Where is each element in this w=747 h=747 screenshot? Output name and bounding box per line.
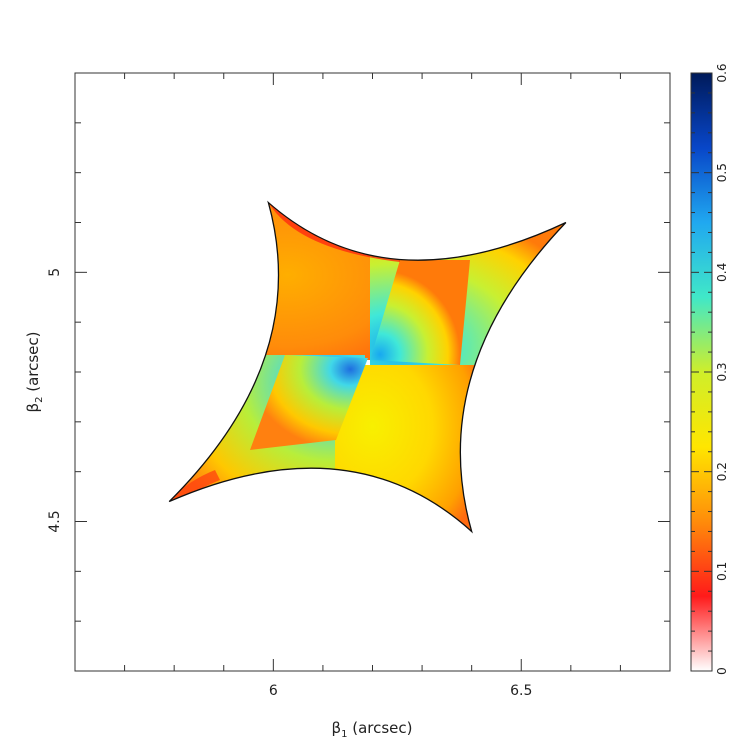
y-tick-label: 4.5 — [47, 510, 63, 532]
y-tick-label: 5 — [47, 268, 63, 277]
colorbar-tick-label: 0.2 — [715, 462, 729, 481]
x-tick-label: 6.5 — [510, 683, 532, 699]
x-axis-title: β1 (arcsec) — [332, 719, 413, 740]
colorbar-tick-label: 0.3 — [715, 362, 729, 381]
colorbar-tick-label: 0.5 — [715, 163, 729, 182]
quadrant-lower-left-patch — [250, 355, 368, 450]
colorbar-tick-label: 0 — [715, 667, 729, 675]
x-axis: 6 6.5 — [124, 73, 621, 699]
colorbar-axis: 0 0.1 0.2 0.3 0.4 0.5 0.6 — [691, 63, 729, 675]
colorbar-tick-label: 0.4 — [715, 263, 729, 282]
quadrant-upper-right-patch — [370, 260, 470, 365]
colorbar-tick-label: 0.1 — [715, 562, 729, 581]
colorbar: 0 0.1 0.2 0.3 0.4 0.5 0.6 — [690, 63, 729, 675]
y-axis: 4.55 — [47, 122, 670, 622]
y-axis-title: β2 (arcsec) — [24, 332, 45, 413]
colorbar-tick-label: 0.6 — [715, 63, 729, 82]
x-tick-label: 6 — [269, 683, 278, 699]
caustic-curve — [168, 200, 567, 534]
